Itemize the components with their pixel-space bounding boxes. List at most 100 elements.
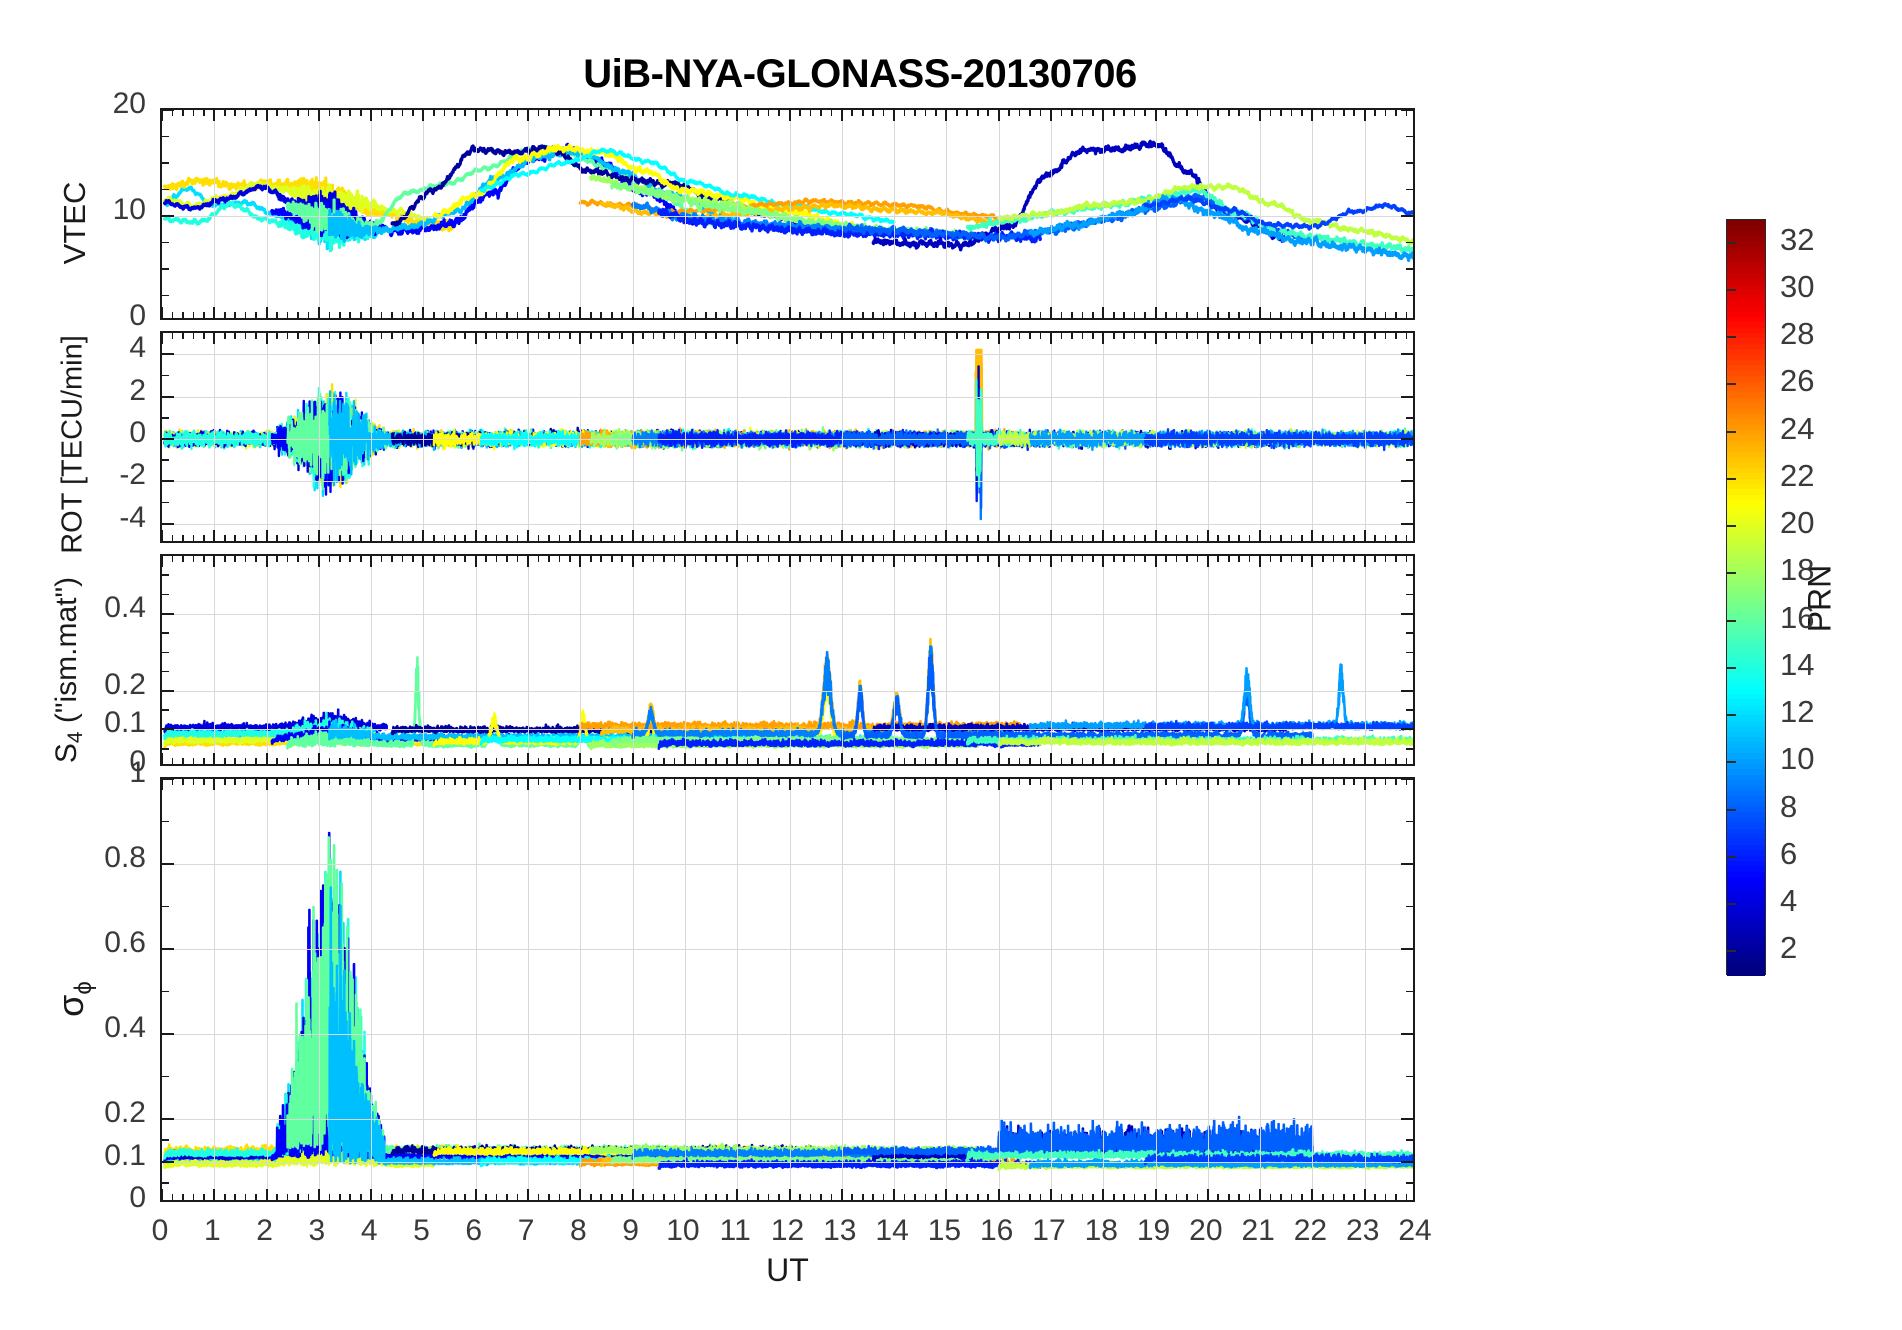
x-tick-minor: [1301, 556, 1303, 562]
colorbar-segment: [1727, 963, 1765, 971]
x-tick-major: [631, 753, 634, 764]
colorbar-segment: [1727, 844, 1765, 853]
gridline-vertical: [1364, 779, 1366, 1200]
x-tick-major: [1259, 110, 1262, 121]
x-tick-minor: [621, 1194, 623, 1200]
x-tick-minor: [558, 779, 561, 785]
x-tick-minor: [725, 110, 728, 116]
x-tick-minor: [621, 556, 623, 562]
x-tick-minor: [652, 556, 655, 562]
x-tick-minor: [380, 110, 383, 116]
gridline-vertical: [1364, 110, 1366, 318]
x-tick-major: [788, 779, 791, 790]
x-tick-minor: [1060, 779, 1063, 785]
x-tick-minor: [1123, 333, 1125, 339]
x-tick-major: [1049, 110, 1052, 121]
x-tick-minor: [1332, 779, 1335, 785]
x-tick-minor: [1133, 758, 1136, 764]
x-tick-major: [1049, 753, 1052, 764]
colorbar-segment: [1727, 236, 1765, 244]
x-tick-minor: [1353, 333, 1356, 339]
y-tick-minor: [162, 241, 169, 244]
colorbar-segment: [1727, 607, 1765, 616]
x-tick-major: [1363, 779, 1366, 790]
x-tick-minor: [715, 556, 718, 562]
x-tick-minor: [307, 1194, 310, 1200]
x-tick-minor: [851, 556, 854, 562]
x-tick-major: [317, 753, 320, 764]
x-tick-minor: [1248, 535, 1251, 541]
x-tick-minor: [882, 1194, 885, 1200]
x-tick-minor: [652, 535, 655, 541]
x-tick-minor: [820, 556, 822, 562]
colorbar-segment: [1727, 677, 1765, 686]
x-tick-minor: [244, 110, 247, 116]
x-tick-minor: [1008, 110, 1010, 116]
x-tick-minor: [495, 779, 498, 785]
colorbar-segment: [1727, 947, 1765, 955]
x-tick-major: [317, 307, 320, 318]
gridline-vertical: [266, 556, 268, 764]
x-tick-minor: [537, 1194, 540, 1200]
x-tick-major: [474, 779, 477, 790]
x-tick-minor: [401, 535, 404, 541]
x-tick-minor: [1322, 333, 1324, 339]
x-tick-minor: [778, 556, 780, 562]
x-tick-major: [370, 530, 373, 541]
x-tick-minor: [412, 779, 414, 785]
gridline-horizontal: [162, 523, 1413, 525]
x-tick-minor: [1353, 758, 1356, 764]
colorbar-segment: [1727, 817, 1765, 826]
x-tick-minor: [192, 312, 195, 318]
x-tick-minor: [725, 758, 728, 764]
x-tick-minor: [1071, 110, 1073, 116]
colorbar-segment: [1727, 376, 1765, 384]
x-tick-minor: [1227, 758, 1230, 764]
gridline-vertical: [789, 333, 791, 541]
x-tick-major: [893, 556, 896, 567]
gridline-vertical: [1103, 333, 1105, 541]
x-tick-label: 0: [151, 1214, 169, 1247]
y-tick-major: [162, 438, 174, 440]
x-tick-minor: [924, 333, 927, 339]
colorbar-segment: [1727, 828, 1765, 837]
gridline-vertical: [946, 110, 948, 318]
colorbar-segment: [1727, 645, 1765, 654]
colorbar-segment: [1727, 661, 1765, 670]
x-tick-minor: [569, 535, 571, 541]
x-tick-minor: [1123, 312, 1125, 318]
y-tick-major: [1401, 110, 1413, 111]
x-tick-major: [527, 530, 530, 541]
x-tick-minor: [903, 333, 906, 339]
x-tick-minor: [558, 312, 561, 318]
x-tick-major: [422, 333, 425, 344]
x-tick-minor: [1374, 312, 1376, 318]
y-tick-minor: [1406, 162, 1413, 164]
x-tick-minor: [1144, 110, 1146, 116]
gridline-vertical: [1260, 110, 1262, 318]
x-tick-minor: [1395, 312, 1397, 318]
x-tick-minor: [673, 110, 676, 116]
x-tick-label: 23: [1346, 1214, 1380, 1247]
x-tick-minor: [203, 556, 205, 562]
x-tick-major: [1259, 530, 1262, 541]
gridline-vertical: [1103, 556, 1105, 764]
x-tick-minor: [705, 758, 707, 764]
colorbar[interactable]: [1726, 219, 1766, 977]
rot-series-prn-9: [631, 397, 1016, 521]
x-tick-minor: [1353, 312, 1356, 318]
x-tick-minor: [485, 556, 487, 562]
x-tick-major: [579, 333, 582, 344]
colorbar-tick-label: 2: [1780, 930, 1798, 966]
colorbar-tick-label: 6: [1780, 835, 1798, 871]
x-tick-minor: [778, 110, 780, 116]
x-tick-minor: [433, 333, 435, 339]
y-tick-minor: [1406, 135, 1413, 138]
x-tick-minor: [1144, 333, 1146, 339]
x-tick-minor: [809, 1194, 812, 1200]
x-tick-minor: [1395, 110, 1397, 116]
gridline-horizontal: [162, 864, 1413, 865]
x-tick-minor: [861, 1194, 864, 1200]
colorbar-segment: [1727, 812, 1765, 821]
colorbar-segment: [1727, 537, 1765, 546]
